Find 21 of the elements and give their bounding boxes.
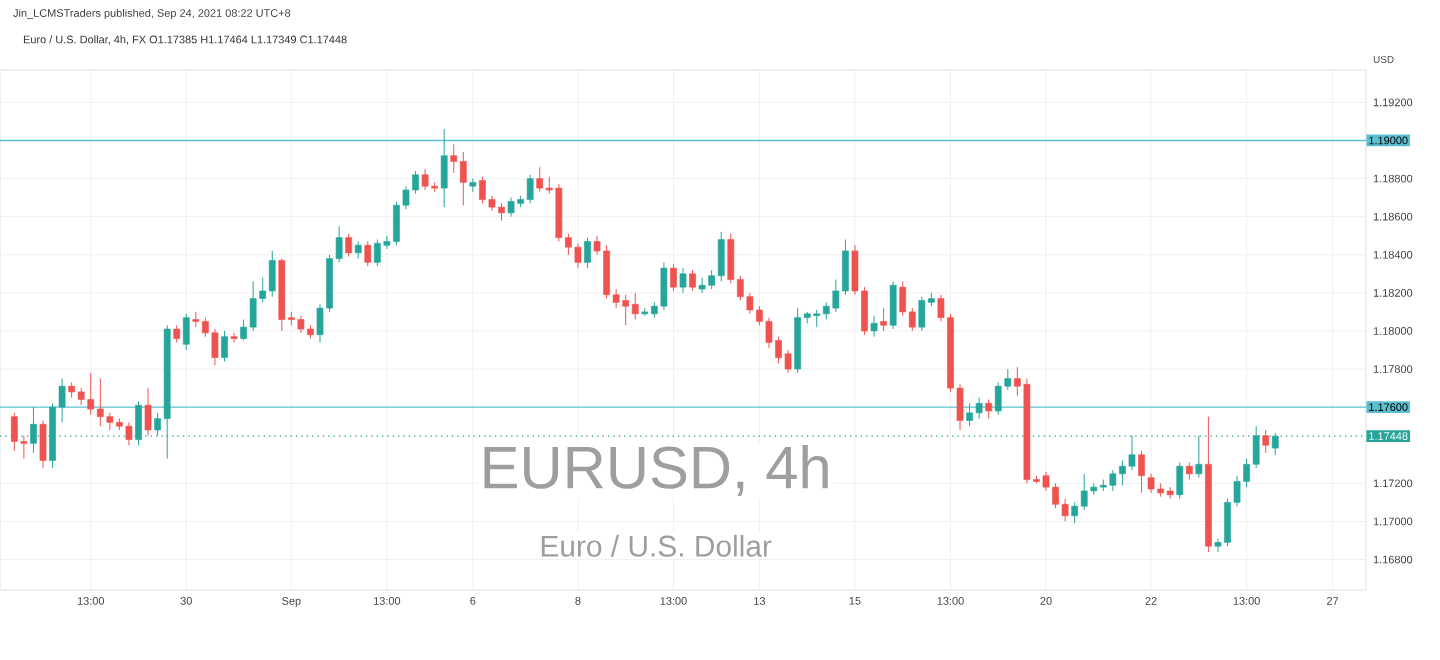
candlestick bbox=[440, 128, 448, 208]
candlestick bbox=[345, 233, 353, 258]
candlestick bbox=[39, 419, 47, 469]
candlestick bbox=[584, 237, 591, 269]
annotation: Euro / U.S. Dollar bbox=[541, 534, 772, 557]
candlestick bbox=[679, 267, 687, 294]
candlestick bbox=[182, 313, 190, 351]
candlestick bbox=[144, 387, 152, 437]
candlestick bbox=[880, 307, 887, 332]
candlestick bbox=[870, 315, 878, 338]
candlestick bbox=[221, 330, 228, 362]
candlestick bbox=[364, 240, 372, 267]
candlestick bbox=[1262, 429, 1270, 454]
candlestick bbox=[889, 280, 897, 330]
annotation: EURUSD, 4h bbox=[484, 444, 828, 496]
candlestick bbox=[1176, 461, 1184, 500]
candlestick bbox=[469, 178, 477, 193]
candlestick bbox=[985, 399, 993, 420]
candlestick bbox=[670, 263, 677, 292]
candlestick bbox=[689, 269, 696, 292]
candlestick bbox=[1138, 450, 1145, 494]
